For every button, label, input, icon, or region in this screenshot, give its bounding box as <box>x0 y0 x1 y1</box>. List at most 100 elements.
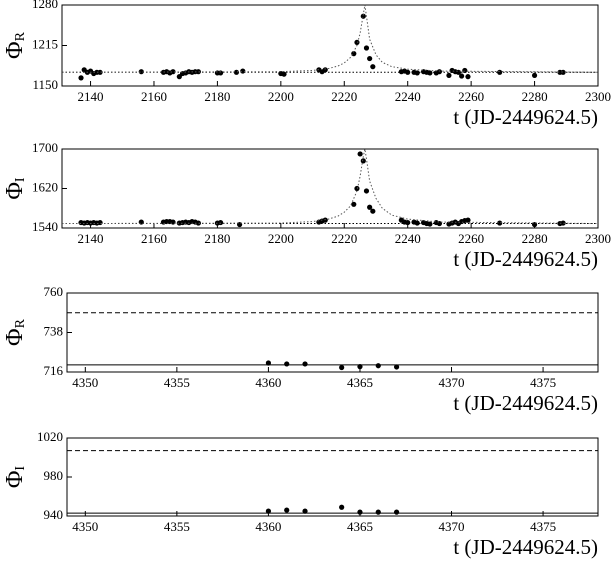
data-point <box>370 64 376 70</box>
fit-curve <box>61 148 599 225</box>
data-point <box>375 363 381 369</box>
x-tick-label: 2260 <box>458 89 484 104</box>
panel: 2140 2160 2180 2200 2220 2240 2260 2280 2300 1540… <box>2 140 612 271</box>
plot-frame <box>66 437 599 517</box>
data-point <box>97 69 103 75</box>
x-tick-label: 4370 <box>439 519 465 534</box>
y-axis-symbol: Φ <box>2 41 28 59</box>
panel: 4350 4355 4360 4365 4370 4375 716 738 760 t (JD-2… <box>2 284 599 415</box>
y-axis-symbol: Φ <box>2 328 28 346</box>
y-tick-label: 738 <box>44 323 64 338</box>
data-point <box>195 220 201 226</box>
data-point <box>360 13 366 19</box>
x-tick-label: 2180 <box>204 89 230 104</box>
plot-frame <box>66 292 599 373</box>
data-point <box>322 67 328 73</box>
data-point <box>97 219 103 226</box>
data-point <box>367 204 373 210</box>
data-point <box>446 72 452 79</box>
data-point <box>354 185 360 192</box>
y-tick-label: 980 <box>44 468 64 483</box>
x-tick-label: 2240 <box>395 231 421 246</box>
y-tick-label: 1700 <box>32 140 58 155</box>
y-tick-label: 1150 <box>32 77 58 92</box>
data-point <box>78 75 84 81</box>
y-axis-symbol: Φ <box>2 182 28 200</box>
data-point <box>265 360 272 366</box>
x-tick-label: 4365 <box>347 375 373 390</box>
x-axis-label: t (JD-2449624.5) <box>453 105 598 129</box>
data-point <box>176 74 182 80</box>
data-point <box>233 69 240 75</box>
data-point <box>393 364 400 370</box>
data-point <box>370 208 376 214</box>
x-tick-label: 2220 <box>331 231 357 246</box>
data-point <box>363 188 370 194</box>
y-axis-label: ΦI <box>2 177 29 200</box>
data-point <box>497 220 503 226</box>
y-axis-subscript: R <box>13 318 28 328</box>
x-axis-label: t (JD-2449624.5) <box>453 391 598 415</box>
data-point <box>465 217 471 223</box>
data-point <box>462 67 468 74</box>
x-tick-label: 4360 <box>255 519 281 534</box>
data-point <box>302 508 308 514</box>
data-point <box>363 45 370 51</box>
data-point <box>339 364 345 371</box>
data-point <box>138 69 144 75</box>
y-tick-label: 1540 <box>32 219 58 234</box>
data-point <box>195 69 201 75</box>
y-tick-label: 1280 <box>32 0 58 11</box>
y-axis-subscript: R <box>13 31 28 41</box>
data-point <box>405 69 411 75</box>
panel: 2140 2160 2180 2200 2220 2240 2260 2280 2300 1150… <box>2 0 612 129</box>
x-tick-label: 4375 <box>530 375 556 390</box>
data-point <box>427 70 433 76</box>
x-tick-label: 2140 <box>78 89 104 104</box>
y-tick-label: 716 <box>44 363 64 378</box>
fit-curve <box>61 4 599 73</box>
x-tick-label: 4350 <box>72 375 98 390</box>
y-axis-label: ΦR <box>2 31 29 59</box>
x-tick-label: 2160 <box>141 89 167 104</box>
data-point <box>170 69 176 75</box>
data-point <box>281 71 287 77</box>
x-tick-label: 2160 <box>141 231 167 246</box>
panel: 4350 4355 4360 4365 4370 4375 940 980 1020 t (JD-… <box>2 429 599 559</box>
x-tick-label: 2140 <box>78 231 104 246</box>
data-point <box>354 39 360 45</box>
data-point <box>375 509 381 515</box>
data-point <box>265 508 272 514</box>
data-point <box>427 221 433 227</box>
data-point <box>367 55 373 62</box>
x-tick-label: 2220 <box>331 89 357 104</box>
x-tick-label: 4375 <box>530 519 556 534</box>
data-point <box>217 70 224 76</box>
y-tick-label: 1020 <box>37 429 63 444</box>
x-tick-label: 2300 <box>585 89 611 104</box>
x-tick-label: 2200 <box>268 231 294 246</box>
y-tick-label: 1620 <box>32 179 58 194</box>
y-tick-label: 1215 <box>32 36 58 51</box>
x-tick-label: 4365 <box>347 519 373 534</box>
x-tick-label: 4370 <box>439 375 465 390</box>
x-tick-label: 4360 <box>255 375 281 390</box>
x-axis-label: t (JD-2449624.5) <box>453 535 598 559</box>
data-point <box>560 220 566 226</box>
data-point <box>465 74 471 80</box>
x-axis-label: t (JD-2449624.5) <box>453 247 598 271</box>
x-tick-label: 2180 <box>204 231 230 246</box>
y-axis-label: ΦI <box>2 466 29 489</box>
data-point <box>414 70 420 76</box>
data-point <box>351 201 357 207</box>
data-point <box>170 219 176 225</box>
data-point <box>393 509 400 515</box>
data-point <box>284 361 290 367</box>
data-point <box>138 219 144 225</box>
x-tick-label: 2260 <box>458 231 484 246</box>
data-point <box>360 158 366 164</box>
data-point <box>560 69 566 75</box>
x-tick-label: 4350 <box>72 519 98 534</box>
data-point <box>217 219 224 226</box>
